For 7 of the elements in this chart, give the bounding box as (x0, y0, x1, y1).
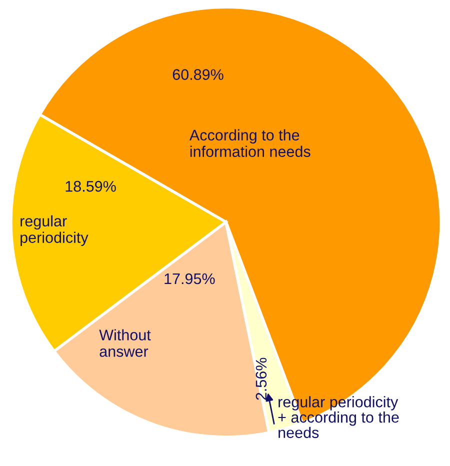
data-label: 60.89% (172, 69, 224, 80)
data-label: 18.59% (66, 180, 116, 192)
slice-label: regular periodicity (20, 215, 88, 246)
data-label: 2.56% (256, 358, 267, 400)
slice-label: According to the information needs (189, 129, 310, 157)
data-label: 17.95% (164, 273, 215, 284)
slice-label: Without answer (99, 329, 151, 357)
